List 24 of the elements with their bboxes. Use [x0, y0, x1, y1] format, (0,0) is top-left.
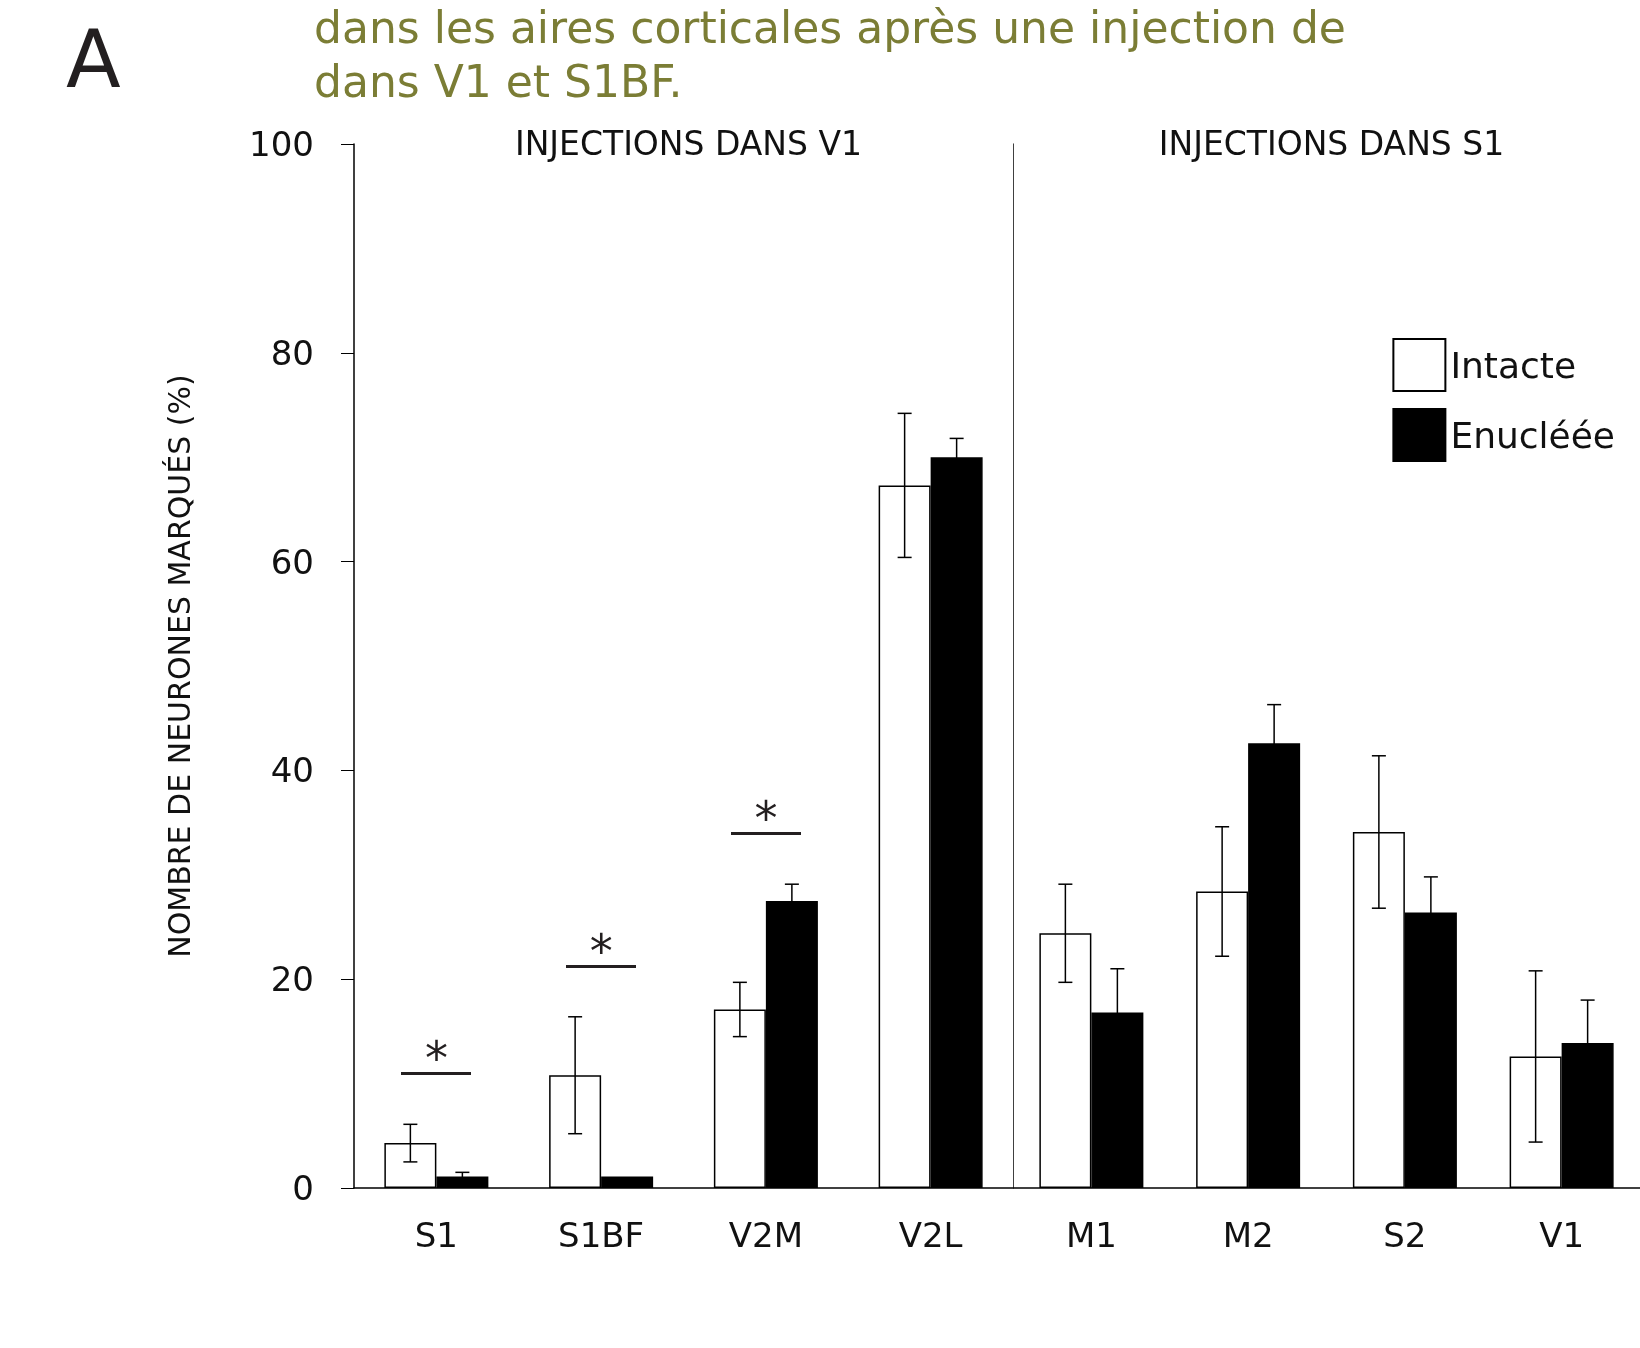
legend-label: Enucléée [1450, 414, 1616, 456]
x-tick-label: M2 [1222, 1215, 1274, 1255]
y-axis-title: NOMBRE DE NEURONES MARQUÉS (%) [161, 374, 197, 958]
x-tick-label: V1 [1539, 1215, 1585, 1255]
y-tick-label: 0 [292, 1168, 314, 1208]
x-tick-label: S2 [1383, 1215, 1427, 1255]
y-tick-label: 20 [270, 959, 314, 1000]
y-tick-label: 60 [270, 541, 314, 582]
x-tick-label: S1 [414, 1215, 458, 1255]
x-tick-label: V2L [898, 1215, 963, 1255]
chart-title: INJECTIONS DANS S1 [1158, 124, 1505, 163]
x-tick-label: V2M [728, 1215, 803, 1255]
significance-bracket: * [401, 1028, 472, 1076]
y-tick-label: 40 [270, 750, 314, 791]
chart-subtitle: dans les aires corticales après une injection de dans V1 et S1BF. [314, 2, 1346, 107]
chart-title: INJECTIONS DANS V1 [514, 124, 863, 163]
y-tick-label: 80 [270, 332, 314, 373]
text: A [66, 13, 121, 106]
x-tick-label: S1BF [558, 1215, 645, 1255]
significance-bracket: * [730, 788, 801, 836]
significance-bracket: * [566, 920, 637, 968]
x-tick-label: M1 [1065, 1215, 1117, 1255]
legend-label: Intacte [1450, 344, 1577, 386]
y-tick-label: 100 [249, 124, 314, 164]
